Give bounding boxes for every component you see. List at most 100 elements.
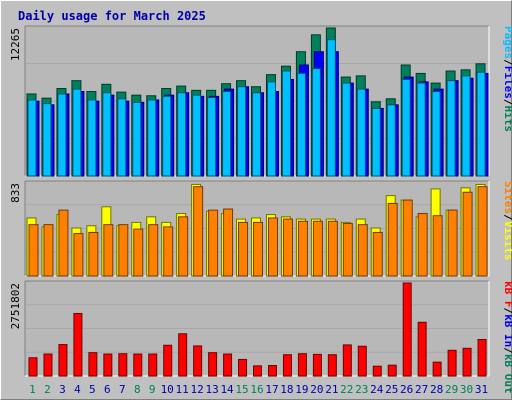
bar-sites [238,221,249,277]
bar-kb-f [357,345,367,377]
x-tick-label: 26 [400,383,413,396]
legend-part: / [502,214,512,221]
bar-kb-f [327,354,337,377]
bar-pages [162,95,172,177]
x-tick-label: 30 [460,383,473,396]
x-tick-label: 8 [134,383,141,396]
bar-pages [281,70,291,177]
bar-pages [296,72,306,177]
bar-pages [371,107,381,177]
bar-pages [431,91,441,177]
bar-pages [461,75,471,177]
bar-pages [117,98,127,177]
bar-pages [102,92,112,177]
bar-sites [73,233,84,277]
legend-part: Visits [502,221,512,261]
x-tick-label: 12 [191,383,204,396]
bar-sites [163,226,174,277]
right-axis-legend: Pages/Files/Hits [502,26,512,132]
bar-sites [58,209,69,277]
x-tick-label: 2 [44,383,51,396]
bar-pages [476,71,486,177]
bar-kb-f [417,321,427,377]
y-tick-label: 833 [9,183,22,203]
x-tick-label: 22 [340,383,353,396]
bar-sites [402,199,413,277]
x-tick-label: 27 [415,383,428,396]
bar-pages [72,88,82,177]
legend-part: kB In [502,314,512,347]
bar-sites [43,224,54,277]
bar-sites [103,224,114,277]
bar-pages [326,39,336,177]
x-tick-label: 24 [370,383,384,396]
bar-kb-f [43,353,53,377]
x-tick-label: 11 [176,383,189,396]
bar-sites [133,228,144,277]
legend-part: Files [502,66,512,99]
x-tick-label: 21 [325,383,338,396]
x-tick-label: 31 [475,383,488,396]
bar-pages [341,82,351,177]
bar-pages [252,92,262,177]
bar-sites [447,209,458,277]
bar-sites [432,215,443,277]
bar-pages [266,81,276,177]
bar-kb-f [267,365,277,377]
bar-kb-f [462,347,472,377]
bar-pages [401,78,411,177]
bar-sites [282,218,293,277]
x-tick-label: 13 [205,383,218,396]
bar-sites [118,224,129,277]
bar-kb-f [163,344,173,377]
bar-kb-f [432,361,442,377]
x-tick-label: 7 [119,383,126,396]
bar-kb-f [447,349,457,377]
x-tick-label: 6 [104,383,111,396]
legend-part: kB Out [502,354,512,394]
bar-sites [357,224,368,277]
bar-kb-f [282,354,292,377]
bar-pages [311,68,321,177]
bar-kb-f [133,353,143,377]
bar-sites [327,220,338,277]
bar-sites [208,209,219,277]
x-tick-label: 4 [74,383,81,396]
y-tick-label: 2751802 [9,283,22,329]
bar-kb-f [103,353,113,377]
x-tick-label: 25 [385,383,398,396]
bar-sites [267,217,278,277]
bar-sites [372,231,383,277]
bar-kb-f [58,344,68,377]
bar-kb-f [28,357,38,377]
legend-part: Sites [502,181,512,214]
bar-pages [87,99,97,177]
x-tick-label: 18 [280,383,293,396]
x-tick-label: 10 [161,383,174,396]
bar-pages [57,93,67,177]
bar-kb-f [253,365,263,377]
right-axis-legend: kB F/kB In/kB Out [502,281,512,394]
x-tick-label: 5 [89,383,96,396]
bar-pages [177,92,187,177]
bar-kb-f [297,353,307,377]
bar-kb-f [208,352,218,377]
bar-sites [178,216,189,277]
bar-pages [27,99,37,177]
bar-sites [28,224,39,277]
x-tick-label: 1 [29,383,36,396]
legend-part: / [502,308,512,315]
bar-sites [417,212,428,277]
bar-sites [148,224,159,277]
bar-sites [477,186,488,277]
bar-pages [42,103,52,177]
x-tick-label: 19 [295,383,308,396]
bar-kb-f [238,358,248,377]
bar-sites [462,191,473,277]
bar-pages [356,88,366,177]
x-tick-label: 23 [355,383,368,396]
bar-kb-f [477,339,487,377]
bar-pages [386,104,396,177]
bar-pages [147,99,157,177]
bar-sites [88,231,99,277]
